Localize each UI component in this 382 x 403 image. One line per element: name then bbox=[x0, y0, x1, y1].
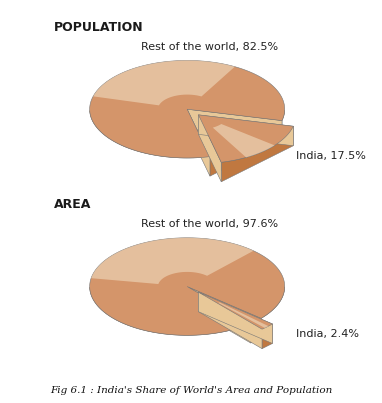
Polygon shape bbox=[187, 109, 210, 176]
Text: Rest of the world, 97.6%: Rest of the world, 97.6% bbox=[141, 220, 278, 229]
Polygon shape bbox=[199, 292, 272, 343]
Polygon shape bbox=[199, 115, 221, 182]
Polygon shape bbox=[199, 292, 272, 329]
Polygon shape bbox=[187, 287, 261, 338]
Text: India, 2.4%: India, 2.4% bbox=[296, 329, 359, 339]
Polygon shape bbox=[187, 287, 251, 343]
Polygon shape bbox=[219, 302, 269, 328]
Text: AREA: AREA bbox=[54, 198, 92, 211]
Polygon shape bbox=[90, 110, 285, 176]
Polygon shape bbox=[213, 124, 275, 158]
Polygon shape bbox=[199, 115, 293, 146]
Polygon shape bbox=[90, 60, 285, 158]
Polygon shape bbox=[91, 238, 254, 284]
Text: Rest of the world, 82.5%: Rest of the world, 82.5% bbox=[141, 42, 278, 52]
Polygon shape bbox=[199, 115, 293, 162]
Polygon shape bbox=[221, 126, 293, 182]
Polygon shape bbox=[199, 292, 262, 349]
Polygon shape bbox=[187, 109, 282, 140]
Text: Fig 6.1 : India's Share of World's Area and Population: Fig 6.1 : India's Share of World's Area … bbox=[50, 386, 332, 395]
Polygon shape bbox=[93, 60, 235, 105]
Polygon shape bbox=[90, 238, 285, 335]
Polygon shape bbox=[90, 287, 285, 343]
Text: India, 17.5%: India, 17.5% bbox=[296, 152, 366, 161]
Text: POPULATION: POPULATION bbox=[54, 21, 144, 33]
Polygon shape bbox=[262, 324, 272, 349]
